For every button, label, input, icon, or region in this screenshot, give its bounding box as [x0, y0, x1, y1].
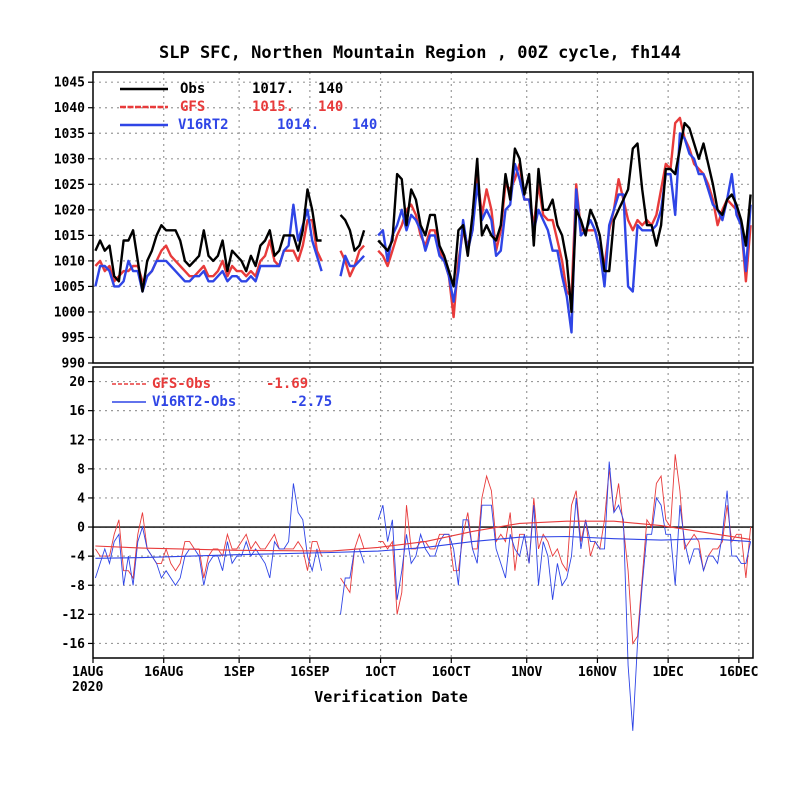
legend-mean: -1.69	[266, 376, 308, 392]
legend-mean: 1017.	[252, 81, 294, 97]
y-tick-label: -12	[62, 608, 85, 623]
x-tick-label: 16NOV	[578, 665, 617, 680]
y-tick-label: 1030	[54, 152, 85, 167]
y-tick-label: 1025	[54, 178, 85, 193]
y-tick-label: -4	[69, 550, 85, 565]
x-tick-label: 1DEC	[652, 665, 683, 680]
y-tick-label: 12	[69, 433, 85, 448]
y-tick-label: 20	[69, 375, 85, 390]
x-axis-year: 2020	[72, 680, 103, 695]
running-mean-line	[95, 535, 751, 559]
series-line-obs	[94, 121, 752, 314]
series-line-v16rt2	[94, 132, 752, 334]
top-panel-gridlines	[93, 72, 753, 363]
top-panel-legend: Obs 1017. 140 GFS 1015. 140 V16RT2 1014. 140	[120, 81, 377, 133]
y-tick-label: 1045	[54, 76, 85, 91]
legend-mean: -2.75	[290, 394, 332, 410]
legend-name: V16RT2-Obs	[152, 394, 236, 410]
x-tick-label: 16SEP	[290, 665, 329, 680]
y-tick-label: -8	[69, 579, 85, 594]
top-panel-series	[94, 116, 752, 334]
x-tick-label: 1AUG	[72, 665, 103, 680]
bottom-panel-legend: GFS-Obs -1.69 V16RT2-Obs -2.75	[112, 376, 332, 410]
bottom-panel-y-ticks: -16 -12 -8 -4 0 4 8 12 16 20	[62, 375, 93, 652]
y-tick-label: 1035	[54, 127, 85, 142]
x-tick-label: 16AUG	[144, 665, 183, 680]
y-tick-label: 1015	[54, 229, 85, 244]
x-tick-label: 16OCT	[432, 665, 471, 680]
y-tick-label: 990	[62, 357, 86, 372]
y-tick-label: 1005	[54, 280, 85, 295]
x-axis-ticks: 1AUG 16AUG 1SEP 16SEP 1OCT 16OCT 1NOV 16NOV 1DEC…	[72, 658, 758, 680]
series-line-gfs	[94, 116, 752, 319]
y-tick-label: 0	[77, 521, 85, 536]
legend-name: Obs	[180, 81, 205, 97]
y-tick-label: -16	[62, 637, 86, 652]
legend-mean: 1015.	[252, 99, 294, 115]
y-tick-label: 8	[77, 462, 85, 477]
legend-name: V16RT2	[178, 117, 229, 133]
y-tick-label: 4	[77, 491, 85, 506]
legend-mean: 1014.	[277, 117, 319, 133]
chart-title: SLP SFC, Northen Mountain Region , 00Z c…	[159, 43, 681, 63]
y-tick-label: 16	[69, 404, 85, 419]
x-tick-label: 1OCT	[365, 665, 396, 680]
legend-count: 140	[318, 81, 343, 97]
y-tick-label: 1010	[54, 254, 85, 269]
legend-count: 140	[318, 99, 343, 115]
y-tick-label: 1040	[54, 101, 85, 116]
bottom-panel-frame	[92, 366, 754, 659]
y-tick-label: 995	[62, 331, 85, 346]
y-tick-label: 1000	[54, 305, 85, 320]
bottom-panel-series	[94, 454, 752, 731]
x-axis-label: Verification Date	[314, 688, 468, 706]
top-panel-frame	[92, 71, 754, 364]
y-tick-label: 1020	[54, 203, 85, 218]
x-tick-label: 16DEC	[719, 665, 758, 680]
x-tick-label: 1SEP	[223, 665, 254, 680]
x-tick-label: 1NOV	[511, 665, 542, 680]
legend-count: 140	[352, 117, 377, 133]
top-panel-y-ticks: 990 995 1000 1005 1010 1015 1020 1025 1030 1035 10…	[54, 76, 93, 372]
legend-name: GFS	[180, 99, 205, 115]
running-mean-line	[95, 520, 751, 552]
legend-name: GFS-Obs	[152, 376, 211, 392]
bottom-panel-gridlines	[93, 367, 753, 658]
